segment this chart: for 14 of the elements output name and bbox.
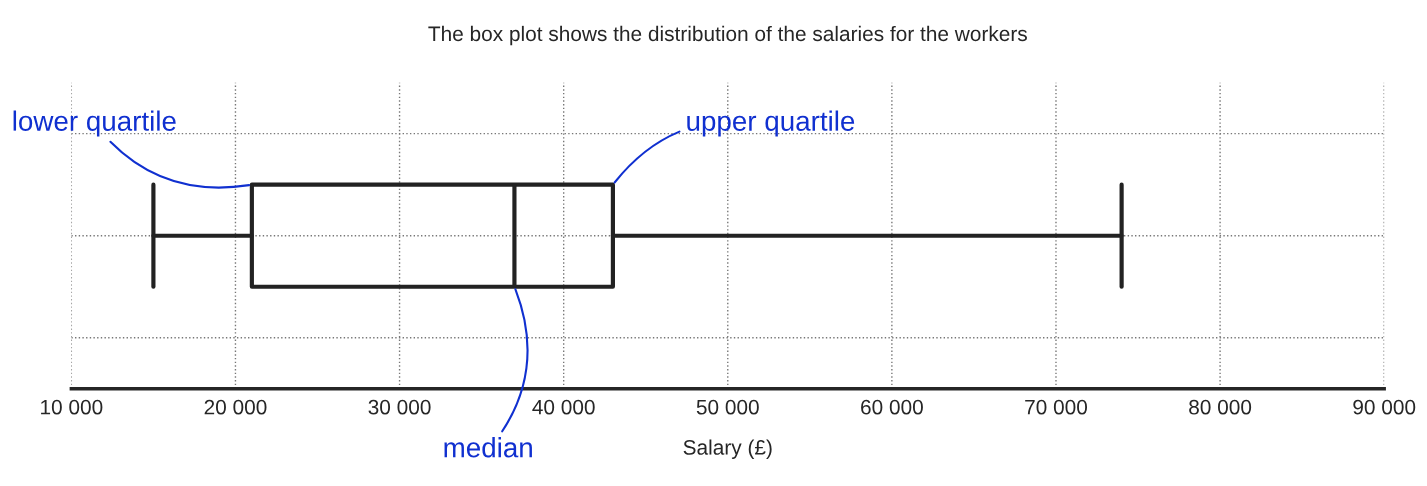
chart-title: The box plot shows the distribution of the salaries for the workers — [428, 25, 1027, 46]
x-tick-label: 70 000 — [1025, 399, 1088, 415]
x-tick-label: 90 000 — [1353, 399, 1416, 415]
x-axis-title: Salary (£) — [683, 439, 772, 459]
x-tick-label: 60 000 — [861, 399, 923, 415]
x-tick-label: 30 000 — [368, 399, 431, 415]
annotation: upper quartile — [687, 110, 855, 137]
text: median — [444, 437, 532, 458]
x-tick-label: 10 000 — [41, 399, 103, 415]
x-tick-label: 20 000 — [204, 399, 267, 415]
x-tick-label: 80 000 — [1189, 399, 1252, 415]
x-tick-label: 50 000 — [696, 399, 759, 415]
x-tick-label: 40 000 — [532, 399, 595, 415]
annotation: lower quartile — [13, 110, 176, 137]
